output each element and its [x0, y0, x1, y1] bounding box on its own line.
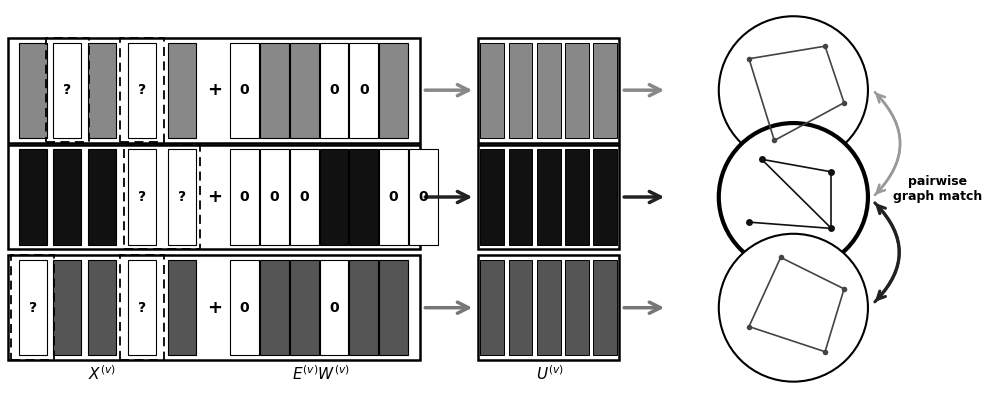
Text: $E^{(v)}W^{(v)}$: $E^{(v)}W^{(v)}$: [292, 365, 350, 383]
Bar: [565, 43, 589, 138]
Bar: [53, 43, 81, 138]
Text: 0: 0: [240, 83, 249, 97]
Bar: [88, 149, 116, 245]
Bar: [537, 149, 561, 245]
Text: ?: ?: [138, 190, 146, 204]
Bar: [53, 149, 81, 245]
Bar: [480, 260, 504, 355]
Bar: [168, 149, 196, 245]
Bar: [8, 255, 420, 360]
Bar: [120, 255, 164, 360]
Bar: [480, 149, 504, 245]
Bar: [230, 260, 259, 355]
Bar: [349, 43, 378, 138]
Bar: [88, 43, 116, 138]
Bar: [478, 38, 619, 143]
Bar: [128, 149, 156, 245]
Bar: [46, 38, 89, 142]
Text: $X^{(v)}$: $X^{(v)}$: [88, 365, 116, 383]
Bar: [260, 149, 289, 245]
Bar: [379, 149, 408, 245]
Bar: [478, 255, 619, 360]
Bar: [349, 149, 378, 245]
Text: 0: 0: [359, 83, 369, 97]
Bar: [128, 43, 156, 138]
Bar: [565, 149, 589, 245]
Bar: [593, 149, 617, 245]
Bar: [409, 149, 438, 245]
Text: ?: ?: [29, 301, 37, 315]
Bar: [128, 260, 156, 355]
Bar: [379, 260, 408, 355]
Bar: [379, 43, 408, 138]
Bar: [230, 149, 259, 245]
Bar: [509, 43, 532, 138]
Bar: [290, 43, 319, 138]
Text: ?: ?: [63, 83, 71, 97]
Bar: [593, 260, 617, 355]
Bar: [168, 260, 196, 355]
FancyArrowPatch shape: [875, 94, 900, 195]
Ellipse shape: [719, 16, 868, 164]
Bar: [478, 145, 619, 249]
Bar: [230, 43, 259, 138]
Bar: [537, 43, 561, 138]
Bar: [19, 260, 47, 355]
Bar: [168, 43, 196, 138]
Bar: [509, 149, 532, 245]
Text: 0: 0: [269, 190, 279, 204]
Text: +: +: [207, 299, 222, 317]
Text: +: +: [207, 81, 222, 99]
Text: ?: ?: [138, 83, 146, 97]
Bar: [565, 260, 589, 355]
Bar: [537, 260, 561, 355]
FancyArrowPatch shape: [875, 92, 900, 193]
Bar: [88, 260, 116, 355]
Bar: [260, 260, 289, 355]
Bar: [19, 149, 47, 245]
FancyArrowPatch shape: [875, 203, 899, 299]
Text: 0: 0: [240, 301, 249, 315]
Text: $U^{(v)}$: $U^{(v)}$: [536, 365, 564, 383]
Text: ?: ?: [178, 190, 186, 204]
Text: 0: 0: [389, 190, 398, 204]
Text: 0: 0: [299, 190, 309, 204]
Ellipse shape: [719, 123, 868, 271]
Bar: [260, 43, 289, 138]
Bar: [53, 260, 81, 355]
Text: 0: 0: [329, 301, 339, 315]
Bar: [124, 145, 200, 249]
Bar: [509, 260, 532, 355]
Text: +: +: [207, 188, 222, 206]
Bar: [480, 43, 504, 138]
Bar: [11, 255, 54, 360]
Bar: [593, 43, 617, 138]
Bar: [120, 38, 164, 142]
Bar: [320, 43, 348, 138]
Text: $S^{(v)}$: $S^{(v)}$: [780, 365, 807, 383]
Text: 0: 0: [240, 190, 249, 204]
Text: 0: 0: [419, 190, 428, 204]
Bar: [320, 149, 348, 245]
Bar: [349, 260, 378, 355]
Bar: [19, 43, 47, 138]
Text: 0: 0: [329, 83, 339, 97]
Bar: [8, 145, 420, 249]
Text: pairwise
graph match: pairwise graph match: [893, 175, 982, 203]
FancyArrowPatch shape: [875, 205, 899, 302]
Text: ?: ?: [138, 301, 146, 315]
Bar: [320, 260, 348, 355]
Bar: [8, 38, 420, 143]
Bar: [290, 260, 319, 355]
Bar: [290, 149, 319, 245]
Ellipse shape: [719, 234, 868, 382]
